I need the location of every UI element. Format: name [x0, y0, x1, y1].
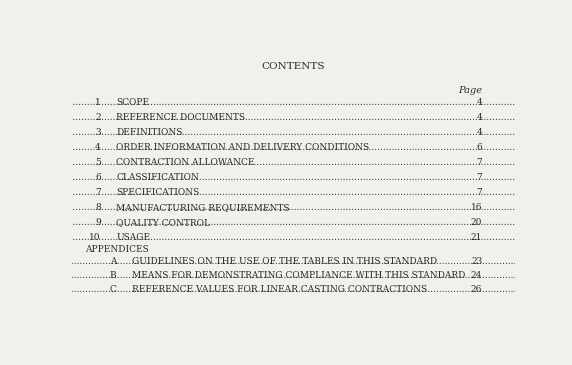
Text: B: B	[110, 271, 117, 280]
Text: Page: Page	[458, 86, 482, 95]
Text: ................................................................................: ........................................…	[12, 173, 572, 182]
Text: ................................................................................: ........................................…	[12, 98, 572, 107]
Text: 7: 7	[476, 158, 482, 167]
Text: USAGE: USAGE	[117, 233, 150, 242]
Text: 9: 9	[95, 218, 101, 227]
Text: ................................................................................: ........................................…	[12, 113, 572, 122]
Text: ................................................................................: ........................................…	[12, 203, 572, 212]
Text: 20: 20	[471, 218, 482, 227]
Text: 8: 8	[95, 203, 101, 212]
Text: ................................................................................: ........................................…	[12, 233, 572, 242]
Text: ................................................................................: ........................................…	[19, 257, 572, 266]
Text: 7: 7	[95, 188, 101, 197]
Text: 2: 2	[96, 113, 101, 122]
Text: 23: 23	[471, 257, 482, 266]
Text: 4: 4	[476, 128, 482, 137]
Text: 7: 7	[476, 173, 482, 182]
Text: SPECIFICATIONS: SPECIFICATIONS	[117, 188, 200, 197]
Text: SCOPE: SCOPE	[117, 98, 149, 107]
Text: ................................................................................: ........................................…	[12, 188, 572, 197]
Text: MANUFACTURING REQUIREMENTS: MANUFACTURING REQUIREMENTS	[117, 203, 290, 212]
Text: REFERENCE VALUES FOR LINEAR CASTING CONTRACTIONS: REFERENCE VALUES FOR LINEAR CASTING CONT…	[132, 285, 427, 294]
Text: ................................................................................: ........................................…	[19, 271, 572, 280]
Text: 10: 10	[89, 233, 101, 242]
Text: ................................................................................: ........................................…	[12, 158, 572, 167]
Text: CONTRACTION ALLOWANCE: CONTRACTION ALLOWANCE	[117, 158, 255, 167]
Text: 4: 4	[95, 143, 101, 152]
Text: ................................................................................: ........................................…	[12, 218, 572, 227]
Text: ................................................................................: ........................................…	[12, 143, 572, 152]
Text: 6: 6	[476, 143, 482, 152]
Text: ................................................................................: ........................................…	[19, 285, 572, 294]
Text: ................................................................................: ........................................…	[12, 128, 572, 137]
Text: CLASSIFICATION: CLASSIFICATION	[117, 173, 199, 182]
Text: C: C	[110, 285, 117, 294]
Text: APPENDICES: APPENDICES	[85, 245, 149, 254]
Text: 1: 1	[95, 98, 101, 107]
Text: QUALITY CONTROL: QUALITY CONTROL	[117, 218, 210, 227]
Text: 4: 4	[476, 113, 482, 122]
Text: ORDER INFORMATION AND DELIVERY CONDITIONS: ORDER INFORMATION AND DELIVERY CONDITION…	[117, 143, 370, 152]
Text: REFERENCE DOCUMENTS: REFERENCE DOCUMENTS	[117, 113, 245, 122]
Text: MEANS FOR DEMONSTRATING COMPLIANCE WITH THIS STANDARD: MEANS FOR DEMONSTRATING COMPLIANCE WITH …	[132, 271, 466, 280]
Text: 7: 7	[476, 188, 482, 197]
Text: 6: 6	[95, 173, 101, 182]
Text: 24: 24	[471, 271, 482, 280]
Text: 3: 3	[96, 128, 101, 137]
Text: 16: 16	[471, 203, 482, 212]
Text: DEFINITIONS: DEFINITIONS	[117, 128, 183, 137]
Text: 26: 26	[471, 285, 482, 294]
Text: 5: 5	[95, 158, 101, 167]
Text: A: A	[110, 257, 117, 266]
Text: CONTENTS: CONTENTS	[261, 62, 325, 70]
Text: GUIDELINES ON THE USE OF THE TABLES IN THIS STANDARD: GUIDELINES ON THE USE OF THE TABLES IN T…	[132, 257, 437, 266]
Text: 4: 4	[476, 98, 482, 107]
Text: 21: 21	[471, 233, 482, 242]
